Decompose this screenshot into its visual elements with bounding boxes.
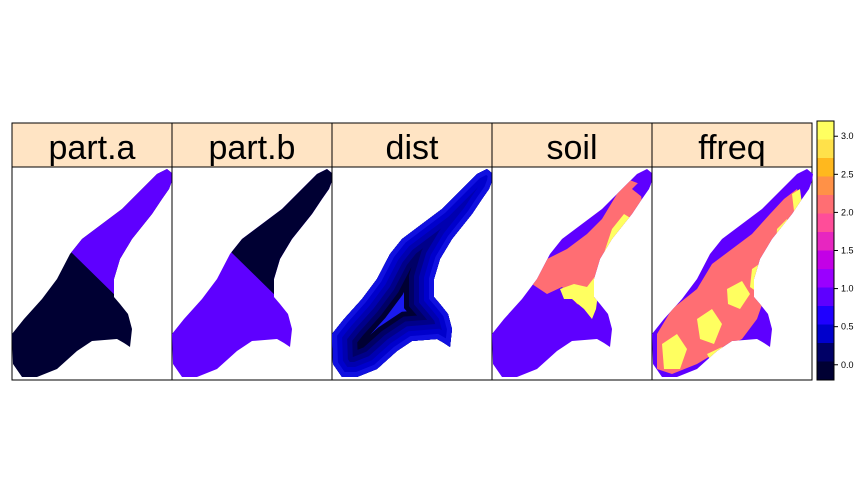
colorkey-tick-label: 3.0 bbox=[841, 131, 854, 141]
panel-dist: dist bbox=[331, 122, 493, 381]
colorkey-tick-label: 0.5 bbox=[841, 322, 854, 332]
colorkey-tick-label: 1.0 bbox=[841, 284, 854, 294]
strip-label: dist bbox=[386, 129, 439, 167]
strip-label: ffreq bbox=[698, 129, 765, 167]
colorkey-tick-label: 2.5 bbox=[841, 169, 854, 179]
ffreq-3 bbox=[662, 334, 687, 369]
panel-soil: soil bbox=[491, 122, 653, 381]
strip-label: soil bbox=[546, 129, 597, 167]
colorkey-tick-label: 2.0 bbox=[841, 207, 854, 217]
colorkey-ticks: 0.0 0.5 1.0 1.5 2.0 2.5 3.0 bbox=[834, 131, 854, 370]
strip-label: part.a bbox=[49, 129, 136, 167]
strip bbox=[331, 122, 493, 168]
strip-label: part.b bbox=[209, 129, 296, 167]
panel-ffreq: ffreq bbox=[651, 122, 813, 381]
ffreq-2 bbox=[657, 189, 804, 374]
colorkey-tick-label: 0.0 bbox=[841, 360, 854, 370]
soil-2 bbox=[532, 179, 642, 309]
ffreq-3 bbox=[697, 309, 722, 344]
colorkey: 0.0 0.5 1.0 1.5 2.0 2.5 3.0 bbox=[816, 120, 854, 381]
panels-layer: part.a part.b dist soil ffreq bbox=[11, 122, 813, 381]
strip bbox=[651, 122, 813, 168]
colorkey-bar bbox=[816, 120, 835, 381]
soil-1b bbox=[632, 179, 652, 197]
panel-part-a: part.a bbox=[11, 122, 173, 381]
panel-part-b: part.b bbox=[171, 122, 333, 381]
strip bbox=[11, 122, 173, 168]
strip bbox=[491, 122, 653, 168]
ffreq-3 bbox=[727, 281, 750, 309]
colorkey-tick-label: 1.5 bbox=[841, 246, 854, 256]
